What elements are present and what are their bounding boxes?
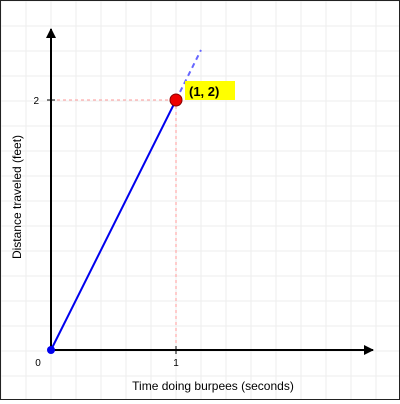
guide-lines bbox=[51, 99, 177, 350]
origin-point bbox=[47, 346, 55, 354]
series-line bbox=[50, 99, 177, 351]
series-line-extension bbox=[175, 49, 202, 101]
x-tick-label: 0 bbox=[35, 358, 41, 369]
y-tick-label: 2 bbox=[33, 96, 39, 107]
series-group bbox=[50, 49, 202, 351]
y-axis-title: Distance traveled (feet) bbox=[10, 135, 24, 259]
labels: 0 1 2 (1, 2) Time doing burpees (seconds) Dis… bbox=[10, 81, 294, 393]
highlight-point bbox=[169, 93, 183, 107]
x-tick-label: 1 bbox=[173, 358, 179, 369]
points bbox=[47, 93, 183, 354]
axes bbox=[46, 28, 374, 355]
point-label: (1, 2) bbox=[189, 84, 219, 99]
point-label-background bbox=[185, 81, 235, 100]
x-axis-title: Time doing burpees (seconds) bbox=[132, 379, 294, 393]
